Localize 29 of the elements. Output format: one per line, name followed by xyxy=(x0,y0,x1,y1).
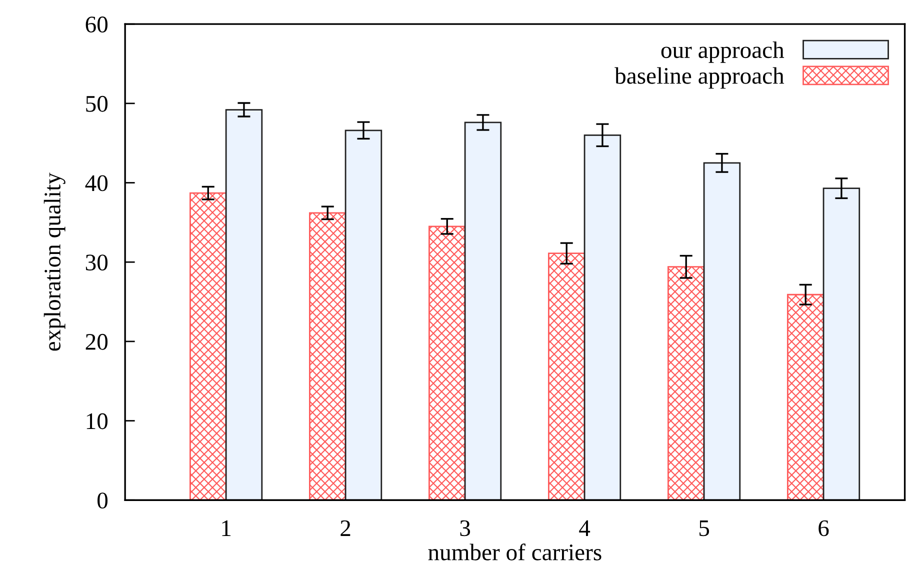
bar xyxy=(584,134,622,500)
bar xyxy=(667,266,705,500)
x-axis-title: number of carriers xyxy=(428,544,602,560)
y-tick-label: 30 xyxy=(86,254,108,271)
bar xyxy=(786,294,824,500)
y-tick-label: 60 xyxy=(86,16,108,32)
y-tick-label: 10 xyxy=(86,413,108,430)
legend-label: baseline approach xyxy=(614,67,784,89)
bar xyxy=(822,188,860,500)
bar xyxy=(548,252,586,500)
bar xyxy=(309,212,346,500)
x-tick-label: 6 xyxy=(818,520,829,536)
bar xyxy=(428,226,466,500)
x-tick-label: 1 xyxy=(222,520,231,536)
x-tick-label: 2 xyxy=(340,520,350,536)
bar xyxy=(703,162,741,500)
bar xyxy=(190,192,227,500)
y-tick-label: 0 xyxy=(98,492,108,509)
bar xyxy=(344,130,382,500)
y-axis-title: exploration quality xyxy=(44,172,66,351)
bar xyxy=(464,122,502,500)
y-tick-label: 40 xyxy=(85,175,108,192)
y-tick-label: 20 xyxy=(86,334,108,350)
x-tick-label: 4 xyxy=(579,520,590,536)
x-tick-label: 3 xyxy=(460,520,470,536)
bar xyxy=(225,109,263,500)
y-tick-label: 50 xyxy=(86,96,108,112)
x-tick-label: 5 xyxy=(700,520,710,536)
legend-label: our approach xyxy=(661,41,784,63)
